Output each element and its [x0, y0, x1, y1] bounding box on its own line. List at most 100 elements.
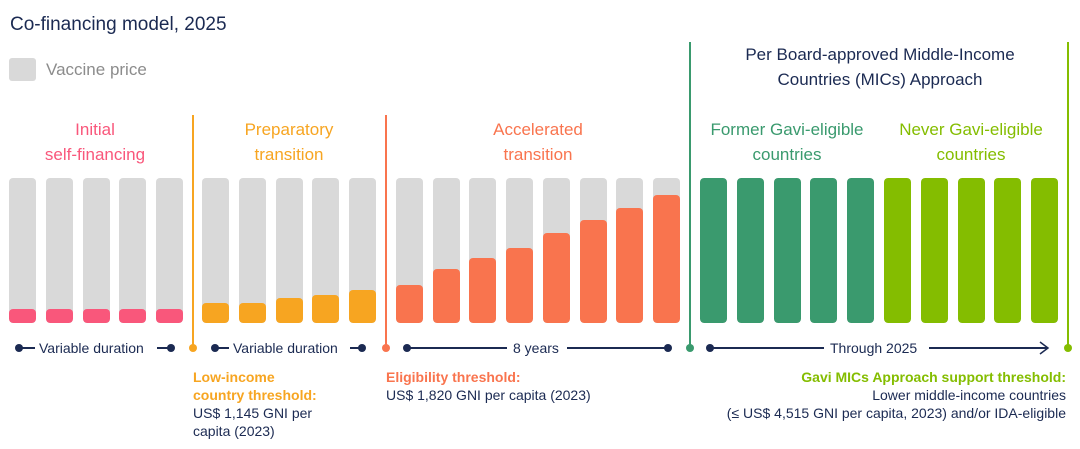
vaccine-price-bar: [884, 178, 911, 323]
timeline-label-3: 8 years: [513, 340, 559, 356]
timeline-line: [215, 347, 229, 349]
country-share-fill: [506, 247, 534, 323]
vaccine-price-bar: [469, 178, 497, 323]
eligibility-threshold-note: Eligibility threshold: US$ 1,820 GNI per…: [386, 368, 591, 404]
mics-threshold-note: Gavi MICs Approach support threshold: Lo…: [727, 368, 1066, 422]
timeline-line: [350, 347, 362, 349]
vaccine-price-bar: [616, 178, 644, 323]
legend-label: Vaccine price: [46, 60, 147, 79]
country-share-fill: [432, 269, 460, 323]
mics-header-line2: Countries (MICs) Approach: [777, 70, 983, 89]
vaccine-price-bar: [432, 178, 460, 323]
timeline-label-4: Through 2025: [830, 340, 918, 356]
vaccine-price-bar: [957, 178, 985, 323]
divider-mics-threshold: [1067, 42, 1069, 348]
country-share-fill: [994, 178, 1022, 323]
country-share-fill: [920, 178, 948, 323]
country-share-fill: [652, 195, 680, 323]
diagram-title: Co-financing model, 2025: [10, 14, 227, 35]
divider-low-income: [192, 115, 194, 348]
threshold-text: Lower middle-income countries: [872, 387, 1066, 403]
threshold-title: Eligibility threshold:: [386, 369, 521, 385]
country-share-fill: [1031, 178, 1059, 323]
phase-heading-line: Former Gavi-eligible: [710, 120, 864, 139]
mics-header-line1: Per Board-approved Middle-Income: [745, 45, 1015, 64]
country-share-fill: [957, 178, 985, 323]
legend-swatch-vaccine-price: [9, 58, 36, 81]
vaccine-price-bar: [506, 178, 534, 323]
phase-heading-line: countries: [752, 145, 822, 164]
threshold-text: (≤ US$ 4,515 GNI per capita, 2023) and/o…: [726, 405, 1066, 421]
vaccine-price-bar: [810, 178, 838, 323]
phase-heading-line: countries: [936, 145, 1006, 164]
country-share-fill: [616, 208, 644, 323]
divider-mics: [689, 42, 691, 348]
phase-heading-line: Accelerated: [493, 120, 583, 139]
vaccine-price-bar: [238, 178, 266, 323]
timeline-line: [929, 347, 1047, 349]
vaccine-price-bar: [994, 178, 1022, 323]
vaccine-price-bar: [45, 178, 73, 323]
vaccine-price-bar: [542, 178, 570, 323]
phase-heading-line: Initial: [75, 120, 115, 139]
vaccine-price-bar: [847, 178, 875, 323]
vaccine-price-bar: [349, 178, 377, 323]
country-share-fill: [884, 178, 911, 323]
phase-heading-line: Preparatory: [244, 120, 334, 139]
vaccine-price-bar: [119, 178, 147, 323]
threshold-dot: [189, 344, 197, 352]
phase-heading-preparatory: Preparatory transition: [193, 117, 385, 167]
divider-eligibility: [385, 115, 387, 348]
threshold-dot: [382, 344, 390, 352]
vaccine-price-bar: [700, 178, 727, 323]
vaccine-price-bar: [396, 178, 423, 323]
phase-heading-line: Never Gavi-eligible: [899, 120, 1043, 139]
country-share-fill: [275, 298, 303, 323]
vaccine-price-bar: [312, 178, 340, 323]
vaccine-price-bar: [9, 178, 36, 323]
threshold-dot: [686, 344, 694, 352]
country-share-fill: [773, 178, 801, 323]
country-share-fill: [45, 308, 73, 323]
country-share-fill: [312, 295, 340, 323]
vaccine-price-bar: [579, 178, 607, 323]
timeline-line: [19, 347, 35, 349]
timeline-dot: [358, 344, 366, 352]
vaccine-price-bar: [202, 178, 229, 323]
country-share-fill: [349, 289, 377, 323]
country-share-fill: [238, 302, 266, 323]
country-share-fill: [810, 178, 838, 323]
phase-heading-former-gavi: Former Gavi-eligible countries: [692, 117, 882, 167]
country-share-fill: [736, 178, 764, 323]
arrow-right-icon: [1039, 341, 1050, 355]
threshold-text: US$ 1,145 GNI per: [193, 405, 313, 421]
vaccine-price-bar: [736, 178, 764, 323]
timeline-label-2: Variable duration: [233, 340, 338, 356]
phase-heading-line: transition: [254, 145, 324, 164]
country-share-fill: [396, 285, 423, 323]
vaccine-price-bar: [82, 178, 110, 323]
threshold-title: Gavi MICs Approach support threshold:: [801, 369, 1066, 385]
country-share-fill: [542, 233, 570, 323]
timeline-line: [157, 347, 171, 349]
vaccine-price-bar: [156, 178, 184, 323]
country-share-fill: [700, 178, 727, 323]
timeline-line: [710, 347, 824, 349]
timeline-dot: [664, 344, 672, 352]
phase-heading-line: transition: [503, 145, 573, 164]
threshold-title: country threshold:: [193, 387, 317, 403]
timeline-line: [407, 347, 507, 349]
mics-header: Per Board-approved Middle-Income Countri…: [690, 42, 1070, 92]
country-share-fill: [119, 308, 147, 323]
country-share-fill: [156, 308, 184, 323]
low-income-threshold-note: Low-income country threshold: US$ 1,145 …: [193, 368, 317, 440]
threshold-title: Low-income: [193, 369, 275, 385]
vaccine-price-bar: [1031, 178, 1059, 323]
vaccine-price-bar: [652, 178, 680, 323]
country-share-fill: [82, 308, 110, 323]
timeline-label-1: Variable duration: [39, 340, 144, 356]
country-share-fill: [579, 220, 607, 323]
vaccine-price-bar: [275, 178, 303, 323]
phase-heading-accelerated: Accelerated transition: [386, 117, 690, 167]
